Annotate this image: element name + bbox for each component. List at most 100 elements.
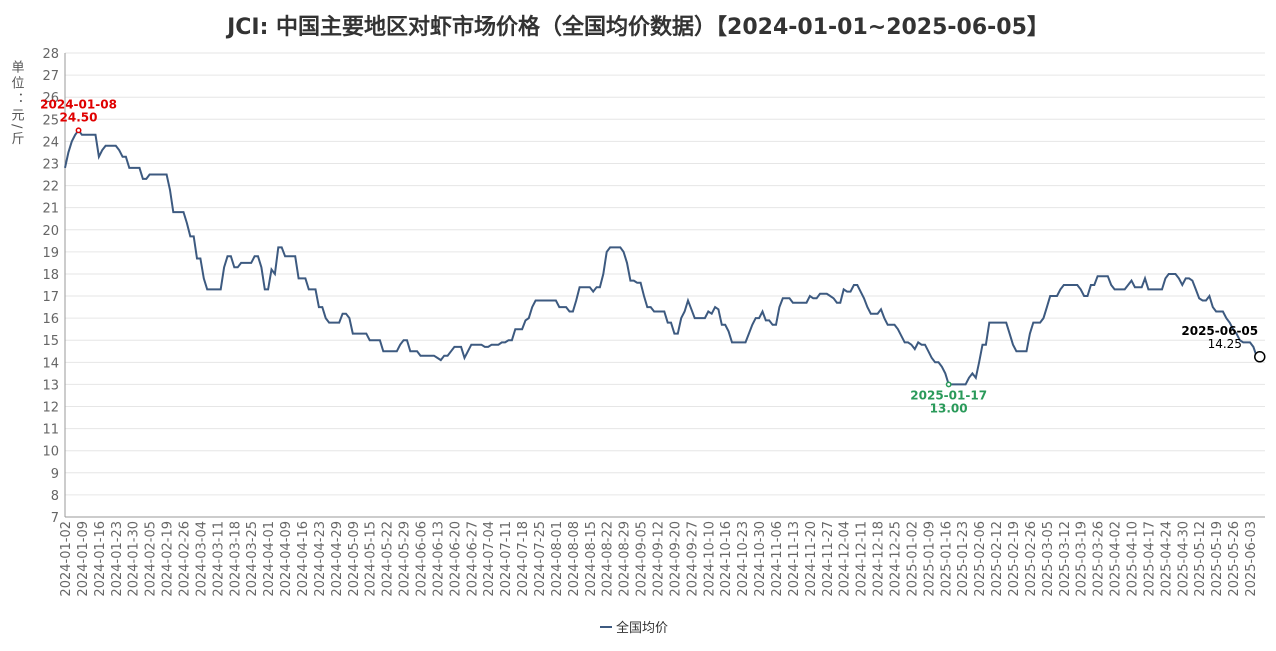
x-tick-label: 2024-02-05 <box>144 521 159 597</box>
y-tick-label: 26 <box>42 91 59 106</box>
y-tick-label: 17 <box>42 290 59 305</box>
x-tick-label: 2025-04-24 <box>1159 521 1174 597</box>
chart-title: JCI: 中国主要地区对虾市场价格（全国均价数据）【2024-01-01~202… <box>225 14 1049 40</box>
x-tick-label: 2025-02-06 <box>973 521 988 597</box>
x-tick-label: 2024-03-11 <box>211 521 226 597</box>
x-tick-label: 2024-10-16 <box>719 521 734 597</box>
x-tick-label: 2024-08-22 <box>601 521 616 597</box>
y-tick-label: 10 <box>42 445 59 460</box>
x-tick-label: 2024-09-12 <box>652 521 667 597</box>
y-tick-label: 18 <box>42 268 59 283</box>
x-tick-label: 2024-03-18 <box>228 521 243 597</box>
y-tick-label: 19 <box>42 246 59 261</box>
x-tick-label: 2024-10-23 <box>736 521 751 597</box>
line-series <box>64 128 1258 386</box>
annotation-date: 2025-01-17 <box>910 388 987 402</box>
y-tick-label: 14 <box>42 356 59 371</box>
x-tick-label: 2024-07-25 <box>533 521 548 597</box>
x-tick-label: 2024-12-25 <box>889 521 904 597</box>
x-tick-label: 2024-09-05 <box>635 521 650 597</box>
x-tick-label: 2024-11-13 <box>787 521 802 597</box>
x-tick-label: 2025-01-16 <box>939 521 954 597</box>
x-tick-label: 2024-04-09 <box>279 521 294 597</box>
x-tick-label: 2025-01-23 <box>956 521 971 597</box>
x-tick-label: 2025-06-03 <box>1244 521 1259 597</box>
y-tick-label: 23 <box>42 157 59 172</box>
legend-label: 全国均价 <box>616 620 668 636</box>
y-tick-label: 22 <box>42 180 59 195</box>
annotation-value: 14.25 <box>1208 337 1242 351</box>
x-tick-label: 2024-08-29 <box>618 521 633 597</box>
x-tick-label: 2024-08-08 <box>567 521 582 597</box>
x-tick-label: 2024-01-30 <box>127 521 142 597</box>
x-tick-label: 2025-05-26 <box>1227 521 1242 597</box>
y-tick-label: 28 <box>42 47 59 62</box>
x-tick-label: 2025-05-19 <box>1210 521 1225 597</box>
x-tick-label: 2024-09-20 <box>668 521 683 597</box>
x-tick-label: 2024-02-26 <box>178 521 193 597</box>
annotation-point <box>75 127 82 134</box>
x-tick-label: 2024-03-25 <box>245 521 260 597</box>
y-tick-label: 9 <box>51 467 59 482</box>
x-tick-label: 2024-07-11 <box>499 521 514 597</box>
x-tick-label: 2025-02-19 <box>1007 521 1022 597</box>
x-tick-label: 2025-04-10 <box>1126 521 1141 597</box>
x-tick-label: 2024-11-27 <box>821 521 836 597</box>
x-tick-label: 2025-03-12 <box>1058 521 1073 597</box>
x-tick-label: 2024-11-20 <box>804 521 819 597</box>
y-tick-label: 20 <box>42 224 59 239</box>
x-tick-label: 2025-02-12 <box>990 521 1005 597</box>
y-tick-label: 24 <box>42 135 59 150</box>
x-tick-label: 2024-06-06 <box>415 521 430 597</box>
annotation-date: 2025-06-05 <box>1181 324 1258 338</box>
y-tick-label: 16 <box>42 312 59 327</box>
y-tick-label: 25 <box>42 113 59 128</box>
x-tick-label: 2024-05-22 <box>381 521 396 597</box>
x-tick-label: 2025-04-30 <box>1176 521 1191 597</box>
x-tick-label: 2025-01-09 <box>922 521 937 597</box>
y-tick-label: 11 <box>42 423 59 438</box>
y-tick-label: 7 <box>51 511 59 526</box>
y-axis-label: 单位：元/斤 <box>9 60 25 147</box>
y-tick-label: 13 <box>42 378 59 393</box>
x-tick-label: 2024-09-27 <box>685 521 700 597</box>
y-tick-label: 8 <box>51 489 59 504</box>
x-tick-label: 2025-03-05 <box>1041 521 1056 597</box>
x-tick-label: 2024-12-11 <box>855 521 870 597</box>
x-tick-label: 2024-04-23 <box>313 521 328 597</box>
x-tick-label: 2024-08-15 <box>584 521 599 597</box>
x-tick-label: 2025-03-26 <box>1092 521 1107 597</box>
x-tick-label: 2024-08-01 <box>550 521 565 597</box>
x-tick-label: 2024-01-16 <box>93 521 108 597</box>
annotation-date: 2024-01-08 <box>40 97 117 111</box>
x-tick-label: 2024-04-29 <box>330 521 345 597</box>
annotation-value: 13.00 <box>930 401 968 415</box>
x-tick-label: 2024-01-02 <box>59 521 74 597</box>
x-tick-label: 2024-07-04 <box>482 521 497 597</box>
x-tick-label: 2024-11-06 <box>770 521 785 597</box>
x-tick-label: 2025-01-02 <box>905 521 920 597</box>
x-tick-label: 2024-05-15 <box>364 521 379 597</box>
y-tick-label: 21 <box>42 202 59 217</box>
y-tick-label: 15 <box>42 334 59 349</box>
annotation-point <box>945 381 952 388</box>
x-tick-label: 2025-02-26 <box>1024 521 1039 597</box>
x-tick-label: 2024-05-29 <box>398 521 413 597</box>
x-tick-label: 2025-04-02 <box>1109 521 1124 597</box>
x-tick-label: 2024-06-20 <box>448 521 463 597</box>
x-tick-label: 2024-10-30 <box>753 521 768 597</box>
x-tick-label: 2024-06-13 <box>431 521 446 597</box>
y-tick-label: 27 <box>42 69 59 84</box>
x-tick-label: 2024-12-04 <box>838 521 853 597</box>
x-tick-label: 2024-01-23 <box>110 521 125 597</box>
y-tick-label: 12 <box>42 401 59 416</box>
x-tick-label: 2024-07-18 <box>516 521 531 597</box>
x-tick-label: 2024-05-09 <box>347 521 362 597</box>
x-tick-label: 2025-03-19 <box>1075 521 1090 597</box>
x-tick-label: 2024-02-19 <box>161 521 176 597</box>
annotation-point <box>1254 351 1266 363</box>
x-tick-label: 2024-12-18 <box>872 521 887 597</box>
x-tick-label: 2024-10-10 <box>702 521 717 597</box>
annotation-value: 24.50 <box>60 110 98 124</box>
